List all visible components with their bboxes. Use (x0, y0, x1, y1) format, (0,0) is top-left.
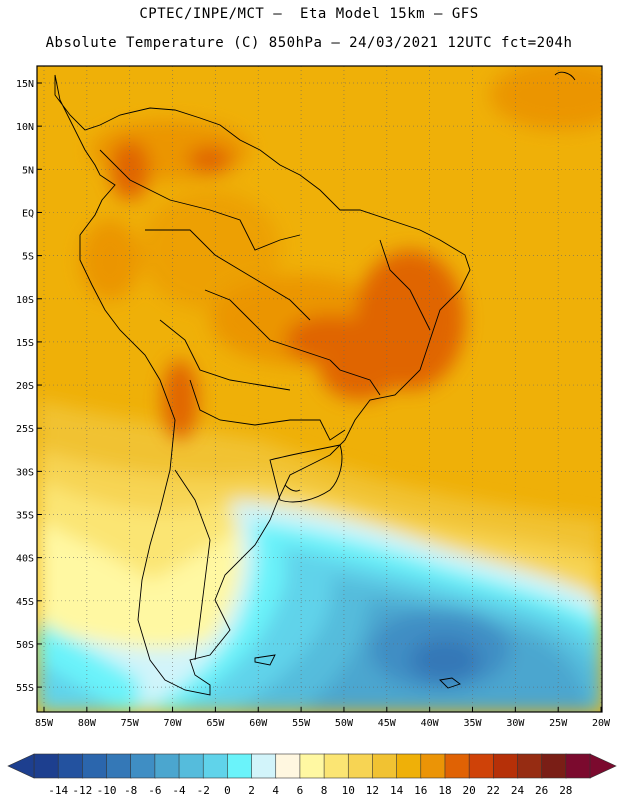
colorbar-bin (202, 753, 229, 779)
latitude-label: 15N (16, 79, 34, 90)
latitude-label: 5N (22, 165, 34, 176)
colorbar-tick-label: -2 (197, 784, 210, 797)
longitude-label: 80W (78, 718, 97, 729)
colorbar-bin (275, 753, 301, 779)
colorbar-tick-label: 6 (297, 784, 304, 797)
longitude-label: 45W (378, 718, 397, 729)
colorbar-bin (493, 753, 519, 779)
latitude-label: 15S (16, 338, 34, 349)
longitude-label: 70W (164, 718, 183, 729)
colorbar-tick-label: -6 (148, 784, 161, 797)
colorbar-bin (33, 753, 59, 779)
colorbar-tick-label: 16 (414, 784, 427, 797)
latitude-label: EQ (22, 208, 34, 219)
colorbar-bin (82, 753, 108, 779)
colorbar-tick-label: 4 (272, 784, 279, 797)
latitude-axis: 15N 10N 5N EQ 5S 10S 15S 20S 25S 30S 35S 40S 45S 50S 5… (16, 79, 42, 694)
colorbar-tick-label: -10 (97, 784, 117, 797)
colorbar-tick-label: -12 (72, 784, 92, 797)
colorbar-bin (541, 753, 567, 779)
colorbar-tick-label: 2 (248, 784, 255, 797)
latitude-label: 55S (16, 683, 34, 694)
latitude-label: 40S (16, 554, 34, 565)
latitude-label: 30S (16, 467, 34, 478)
longitude-label: 75W (121, 718, 140, 729)
coastlines-and-borders (54, 71, 576, 696)
colorbar-bin (517, 753, 543, 779)
colorbar-bin (227, 753, 253, 779)
colorbar-arrow-right (589, 753, 617, 779)
colorbar-tick-label: -4 (172, 784, 186, 797)
colorbar-bin (396, 753, 422, 779)
longitude-label: 50W (335, 718, 354, 729)
colorbar-tick-label: -8 (124, 784, 137, 797)
colorbar-bin (251, 753, 277, 779)
latitude-label: 35S (16, 511, 34, 522)
colorbar-bin (154, 753, 180, 779)
colorbar-bin (565, 753, 591, 779)
colorbar-bin (444, 753, 470, 779)
colorbar-tick-label: 12 (366, 784, 379, 797)
colorbar-bin (468, 753, 495, 779)
latitude-label: 10S (16, 295, 34, 306)
colorbar-bin (299, 753, 325, 779)
colorbar-bin (130, 753, 156, 779)
temperature-field (37, 66, 602, 712)
longitude-label: 85W (35, 718, 54, 729)
longitude-label: 65W (206, 718, 225, 729)
latitude-label: 10N (16, 122, 34, 133)
latitude-label: 50S (16, 640, 34, 651)
colorbar-tick-label: 24 (511, 784, 525, 797)
longitude-axis: 85W 80W 75W 70W 65W 60W 55W 50W 45W 40W 35W 30W 25W 2… (35, 707, 611, 729)
colorbar-tick-label: 0 (224, 784, 231, 797)
longitude-label: 55W (292, 718, 311, 729)
colorbar-bin (420, 753, 446, 779)
colorbar-tick-label: 14 (390, 784, 404, 797)
colorbar-bin (106, 753, 132, 779)
colorbar: -14 -12 -10 -8 -6 -4 -2 0 2 4 6 8 10 12 14 16 18 20 22 24 26… (7, 753, 617, 797)
colorbar-tick-label: 18 (438, 784, 451, 797)
colorbar-bin (57, 753, 84, 779)
colorbar-bin (323, 753, 350, 779)
longitude-label: 60W (249, 718, 268, 729)
colorbar-tick-label: 28 (559, 784, 572, 797)
colorbar-bin (347, 753, 374, 779)
colorbar-bin (178, 753, 205, 779)
colorbar-tick-label: 20 (463, 784, 476, 797)
longitude-label: 20W (592, 718, 611, 729)
longitude-label: 40W (421, 718, 440, 729)
chart-title-line-1: CPTEC/INPE/MCT – Eta Model 15km – GFS (139, 6, 479, 22)
colorbar-arrow-left (7, 753, 35, 779)
colorbar-tick-label: 8 (321, 784, 328, 797)
colorbar-tick-label: -14 (48, 784, 68, 797)
map-frame (36, 65, 603, 713)
longitude-label: 25W (549, 718, 568, 729)
latitude-label: 5S (22, 252, 34, 263)
colorbar-tick-label: 22 (487, 784, 500, 797)
longitude-label: 35W (463, 718, 482, 729)
colorbar-tick-label: 26 (535, 784, 548, 797)
latitude-label: 20S (16, 381, 34, 392)
longitude-label: 30W (506, 718, 525, 729)
colorbar-bin (372, 753, 398, 779)
latitude-label: 25S (16, 424, 34, 435)
chart-title-line-2: Absolute Temperature (C) 850hPa – 24/03/… (45, 35, 573, 51)
colorbar-tick-label: 10 (342, 784, 355, 797)
latitude-label: 45S (16, 597, 34, 608)
